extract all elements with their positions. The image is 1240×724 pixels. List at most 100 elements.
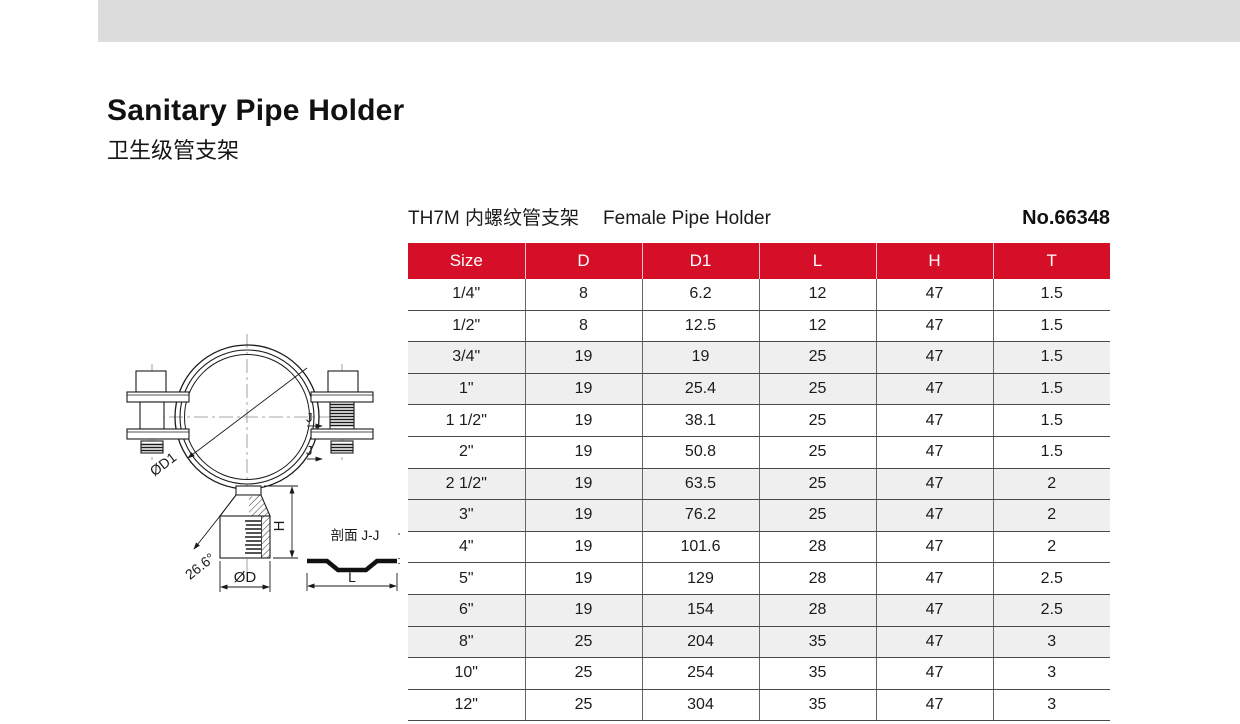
spec-table: Size D D1 L H T 1/4" 8 6.2 12 47 1.5 1/2" 8 12.5 12 47 1… (408, 243, 1110, 722)
section-profile (307, 558, 397, 573)
table-cell: 25 (758, 373, 876, 406)
table-column-header: D1 (641, 243, 759, 279)
technical-drawing: ØD1 (100, 330, 400, 630)
table-cell: 19 (524, 594, 642, 627)
table-cell: 4" (408, 531, 525, 564)
product-header: TH7M 内螺纹管支架 Female Pipe Holder No.66348 (408, 203, 1110, 230)
table-header-row: Size D D1 L H T (408, 243, 1110, 279)
table-cell: 8 (524, 279, 642, 311)
product-model-zh: TH7M 内螺纹管支架 (408, 208, 580, 229)
table-cell: 19 (641, 341, 759, 374)
table-row: 3" 19 76.2 25 47 2 (408, 499, 1110, 532)
pipe-holder-diagram: ØD1 (126, 334, 400, 592)
h-dimension (264, 485, 298, 559)
table-cell: 28 (758, 594, 876, 627)
table-cell: 1/4" (408, 279, 525, 311)
table-cell: 47 (875, 373, 993, 406)
table-row: 5" 19 129 28 47 2.5 (408, 562, 1110, 595)
product-name-en: Female Pipe Holder (603, 208, 771, 229)
table-cell: 35 (758, 689, 876, 722)
table-cell: 101.6 (641, 531, 759, 564)
table-cell: 1.5 (992, 310, 1110, 343)
table-column-header: H (875, 243, 993, 279)
threaded-boss (218, 485, 271, 559)
table-column-header: L (758, 243, 876, 279)
left-bolt (126, 370, 190, 454)
table-column-header: D (524, 243, 642, 279)
table-cell: 5" (408, 562, 525, 595)
table-cell: 47 (875, 279, 993, 311)
table-cell: 50.8 (641, 436, 759, 469)
table-cell: 1.5 (992, 341, 1110, 374)
table-cell: 47 (875, 499, 993, 532)
l-label: L (348, 569, 356, 585)
table-cell: 2.5 (992, 594, 1110, 627)
table-cell: 25 (758, 468, 876, 501)
section-title: 剖面 J-J (331, 528, 380, 543)
t-dimension (398, 533, 400, 564)
table-cell: 204 (641, 626, 759, 659)
table-row: 12" 25 304 35 47 3 (408, 689, 1110, 722)
d1-leader-line (187, 367, 308, 459)
table-cell: 19 (524, 562, 642, 595)
table-cell: 2" (408, 436, 525, 469)
table-cell: 25 (524, 626, 642, 659)
table-row: 10" 25 254 35 47 3 (408, 657, 1110, 690)
product-name: TH7M 内螺纹管支架 Female Pipe Holder (408, 203, 771, 230)
table-cell: 47 (875, 436, 993, 469)
product-section: TH7M 内螺纹管支架 Female Pipe Holder No.66348 S… (408, 203, 1110, 722)
table-cell: 47 (875, 594, 993, 627)
table-cell: 3 (992, 626, 1110, 659)
table-cell: 1.5 (992, 373, 1110, 406)
table-cell: 25 (758, 341, 876, 374)
table-cell: 3 (992, 689, 1110, 722)
table-cell: 1/2" (408, 310, 525, 343)
table-cell: 25 (524, 689, 642, 722)
table-cell: 35 (758, 626, 876, 659)
table-row: 2" 19 50.8 25 47 1.5 (408, 436, 1110, 469)
l-dimension (306, 573, 398, 591)
table-column-header: Size (408, 243, 525, 279)
table-cell: 47 (875, 310, 993, 343)
table-cell: 19 (524, 341, 642, 374)
table-cell: 25 (758, 404, 876, 437)
table-row: 1/4" 8 6.2 12 47 1.5 (408, 279, 1110, 311)
h-label: H (271, 521, 288, 532)
table-cell: 12 (758, 310, 876, 343)
table-cell: 25 (758, 436, 876, 469)
table-cell: 3/4" (408, 341, 525, 374)
table-cell: 8 (524, 310, 642, 343)
table-cell: 76.2 (641, 499, 759, 532)
table-cell: 19 (524, 436, 642, 469)
table-cell: 47 (875, 689, 993, 722)
table-cell: 19 (524, 373, 642, 406)
table-cell: 1.5 (992, 404, 1110, 437)
table-row: 3/4" 19 19 25 47 1.5 (408, 341, 1110, 374)
table-row: 1" 19 25.4 25 47 1.5 (408, 373, 1110, 406)
bolt-threads (330, 403, 354, 427)
table-cell: 1 1/2" (408, 404, 525, 437)
header-bar (98, 0, 1240, 42)
table-cell: 6" (408, 594, 525, 627)
table-cell: 19 (524, 404, 642, 437)
table-cell: 19 (524, 499, 642, 532)
product-number: No.66348 (1022, 207, 1110, 229)
table-cell: 35 (758, 657, 876, 690)
table-cell: 10" (408, 657, 525, 690)
page-subtitle-zh: 卫生级管支架 (107, 138, 240, 163)
table-column-header: T (992, 243, 1110, 279)
angle-leader (193, 515, 221, 550)
table-cell: 3 (992, 657, 1110, 690)
table-cell: 3" (408, 499, 525, 532)
table-cell: 47 (875, 404, 993, 437)
internal-threads (245, 520, 261, 554)
j-top-label: J (306, 410, 313, 425)
table-cell: 25 (758, 499, 876, 532)
table-cell: 25 (524, 657, 642, 690)
table-cell: 12" (408, 689, 525, 722)
table-cell: 19 (524, 468, 642, 501)
table-cell: 47 (875, 626, 993, 659)
table-cell: 2 (992, 499, 1110, 532)
table-cell: 47 (875, 531, 993, 564)
table-cell: 12 (758, 279, 876, 311)
